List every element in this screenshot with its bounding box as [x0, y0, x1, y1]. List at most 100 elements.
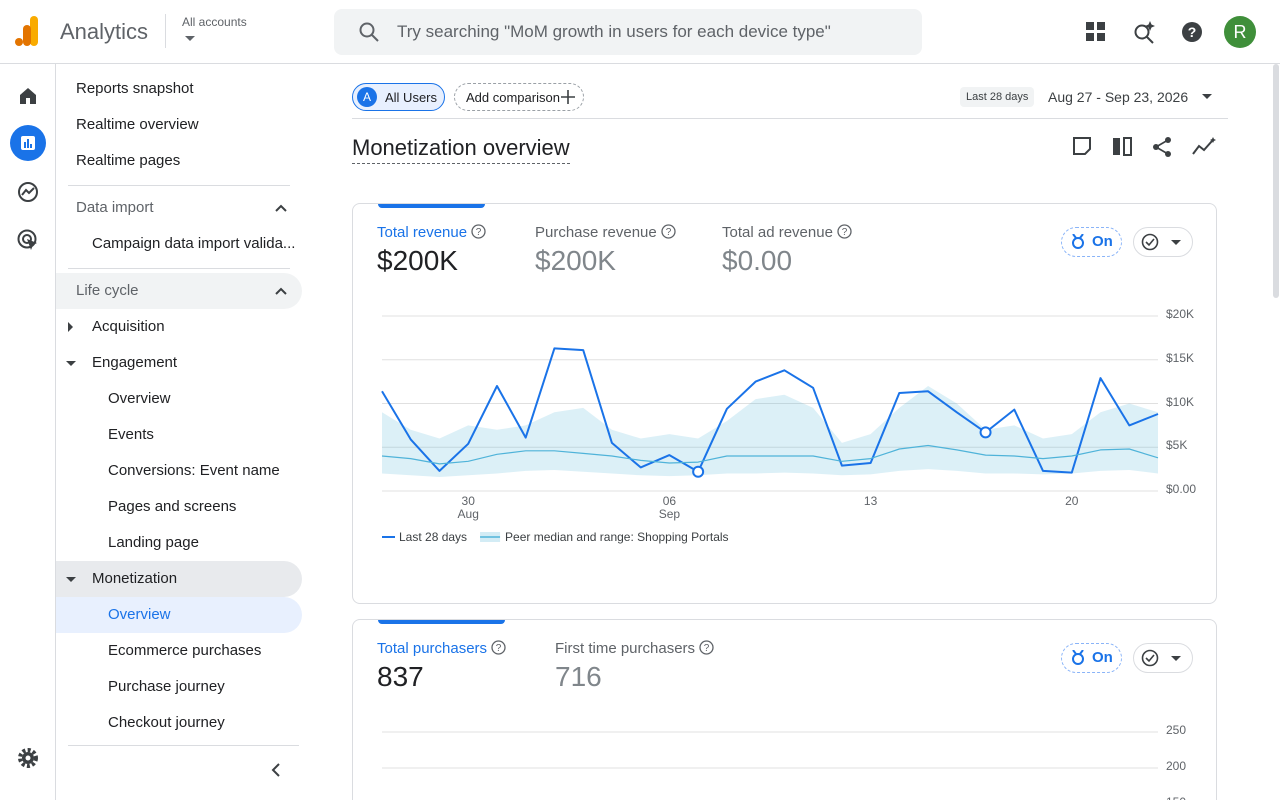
metric-label[interactable]: Total ad revenue? — [722, 224, 852, 241]
metric-label-text[interactable]: Purchase revenue — [535, 224, 657, 241]
svg-text:?: ? — [496, 643, 502, 654]
nav-item[interactable]: Conversions: Event name — [108, 462, 280, 479]
validation-menu[interactable] — [1133, 227, 1193, 257]
help-icon[interactable]: ? — [699, 640, 714, 655]
y-tick-label: $15K — [1166, 350, 1195, 365]
nav-item[interactable]: Acquisition — [92, 318, 165, 335]
date-range[interactable]: Aug 27 - Sep 23, 2026 — [1048, 89, 1189, 105]
help-icon[interactable]: ? — [491, 640, 506, 655]
apps-icon[interactable] — [1086, 22, 1106, 42]
insights-icon[interactable] — [1132, 20, 1156, 44]
segment-label[interactable]: All Users — [385, 90, 438, 105]
benchmark-icon — [1072, 650, 1084, 665]
plus-icon[interactable] — [561, 90, 575, 104]
avatar[interactable]: R — [1224, 16, 1256, 48]
help-icon[interactable]: ? — [837, 224, 852, 239]
search-box[interactable] — [334, 9, 922, 55]
metric-label[interactable]: Total purchasers? — [377, 640, 506, 657]
tab-indicator — [378, 620, 505, 624]
app-name[interactable]: Analytics — [60, 19, 149, 44]
add-comparison[interactable]: Add comparison — [466, 90, 560, 105]
metric-label-text[interactable]: Total purchasers — [377, 640, 488, 657]
collapse-chevron[interactable] — [275, 286, 287, 296]
nav-item-active[interactable]: Overview — [56, 597, 302, 633]
svg-text:?: ? — [476, 227, 482, 238]
validation-icon[interactable] — [1141, 649, 1189, 667]
validation-icon[interactable] — [1141, 233, 1189, 251]
benchmark-icon — [1072, 234, 1084, 249]
nav-item[interactable]: Landing page — [108, 534, 199, 551]
svg-text:?: ? — [842, 227, 848, 238]
nav-divider — [68, 185, 290, 186]
benchmark-label[interactable]: On — [1092, 233, 1113, 250]
nav-section[interactable]: Data import — [76, 199, 154, 216]
advertising-icon[interactable] — [17, 229, 39, 251]
validation-menu[interactable] — [1133, 643, 1193, 673]
y-tick-label: 250 — [1166, 723, 1187, 737]
nav-item[interactable]: Checkout journey — [108, 714, 225, 731]
top-bar — [0, 0, 1280, 64]
highlighted-point — [692, 465, 705, 478]
nav-item[interactable]: Campaign data import valida... — [92, 235, 296, 252]
collapse-nav[interactable] — [270, 762, 282, 778]
help-icon[interactable]: ? — [471, 224, 486, 239]
explore-icon[interactable] — [17, 181, 39, 203]
date-label[interactable]: Last 28 days — [960, 87, 1035, 107]
nav-item[interactable]: Ecommerce purchases — [108, 642, 262, 659]
nav-divider — [68, 268, 290, 269]
nav-item[interactable]: Realtime pages — [76, 152, 181, 169]
tab-indicator — [378, 204, 485, 208]
page-actions[interactable] — [1072, 136, 1222, 158]
account-label[interactable]: All accounts — [182, 15, 247, 29]
expand-caret[interactable] — [67, 322, 75, 332]
metric-label[interactable]: Purchase revenue? — [535, 224, 676, 241]
help-icon[interactable]: ? — [1181, 21, 1203, 43]
add-comparison-chip[interactable] — [454, 83, 584, 111]
metric-label-text[interactable]: Total ad revenue — [722, 224, 833, 241]
scrollbar[interactable] — [1273, 64, 1279, 298]
reports-icon[interactable] — [20, 135, 36, 151]
metric-label[interactable]: First time purchasers? — [555, 640, 714, 657]
metric-value: 716 — [555, 661, 602, 692]
nav-item[interactable]: Engagement — [92, 354, 178, 371]
benchmark-label[interactable]: On — [1092, 649, 1113, 666]
x-tick-label: 20 — [1065, 494, 1079, 508]
metric-label-text[interactable]: Total revenue — [377, 224, 468, 241]
svg-text:?: ? — [1188, 24, 1197, 40]
nav-item[interactable]: Events — [108, 426, 154, 443]
y-tick-label: 200 — [1166, 759, 1187, 773]
nav-section[interactable]: Life cycle — [56, 273, 302, 309]
collapse-chevron[interactable] — [275, 203, 287, 213]
segment-badge: A — [357, 87, 377, 107]
help-icon[interactable]: ? — [661, 224, 676, 239]
expand-caret[interactable] — [66, 576, 76, 583]
benchmark-toggle[interactable] — [1061, 227, 1122, 257]
nav-item[interactable]: Reports snapshot — [76, 80, 194, 97]
metric-label[interactable]: Total revenue? — [377, 224, 486, 241]
nav-item[interactable]: Purchase journey — [108, 678, 225, 695]
legend-label: Peer median and range: Shopping Portals — [505, 530, 729, 544]
divider — [165, 14, 166, 48]
account-caret[interactable] — [184, 35, 196, 43]
nav-item[interactable]: Monetization — [56, 561, 302, 597]
legend-label: Last 28 days — [399, 530, 468, 544]
y-tick-label: 150 — [1166, 796, 1186, 800]
chart — [382, 731, 1158, 769]
benchmark-toggle[interactable] — [1061, 643, 1122, 673]
nav-divider — [68, 745, 299, 746]
date-caret[interactable] — [1202, 94, 1212, 100]
metric-value: $200K — [535, 245, 616, 276]
chart-card: Total purchasers? 837 First time purchas… — [352, 619, 1217, 800]
y-tick-label: $10K — [1166, 394, 1195, 409]
peer-median-line — [381, 444, 1159, 465]
highlighted-point — [979, 426, 992, 439]
search-placeholder[interactable]: Try searching "MoM growth in users for e… — [397, 22, 831, 41]
nav-item[interactable]: Realtime overview — [76, 116, 199, 133]
settings-icon[interactable] — [17, 747, 39, 769]
nav-item[interactable]: Pages and screens — [108, 498, 237, 515]
expand-caret[interactable] — [66, 360, 76, 367]
home-icon[interactable] — [18, 86, 38, 106]
nav-item[interactable]: Overview — [108, 390, 171, 407]
metric-label-text[interactable]: First time purchasers — [555, 640, 696, 657]
